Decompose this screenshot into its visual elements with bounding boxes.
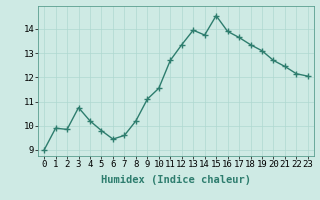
X-axis label: Humidex (Indice chaleur): Humidex (Indice chaleur) [101, 175, 251, 185]
